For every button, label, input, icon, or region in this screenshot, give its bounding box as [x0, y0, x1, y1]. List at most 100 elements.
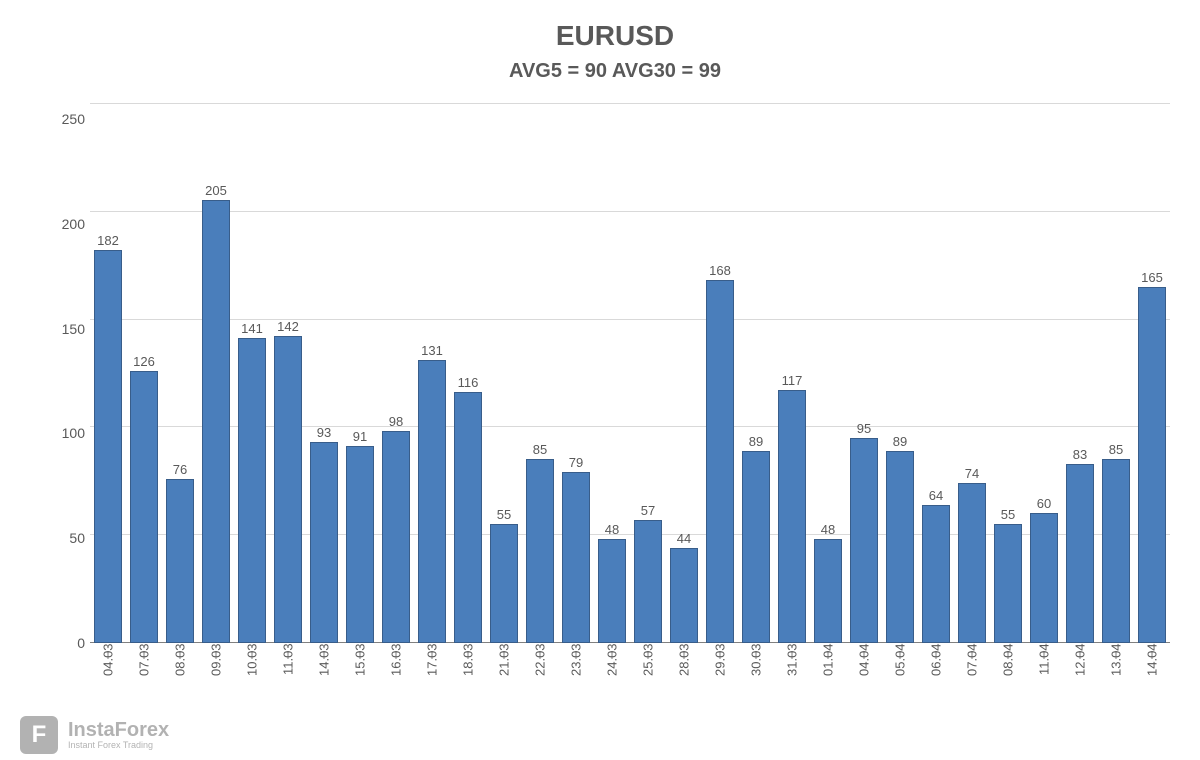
y-tick: 100: [50, 425, 85, 441]
watermark: F InstaForex Instant Forex Trading: [20, 716, 169, 754]
bar: 126: [130, 371, 158, 643]
bar: 116: [454, 392, 482, 643]
x-label: 10.03: [236, 643, 268, 693]
bar: 91: [346, 446, 374, 643]
bar: 165: [1138, 287, 1166, 643]
bar: 131: [418, 360, 446, 643]
x-label: 16.03: [380, 643, 412, 693]
y-tick: 200: [50, 216, 85, 232]
bar-value-label: 79: [569, 455, 583, 470]
bar-wrap: 126: [128, 111, 160, 651]
x-label: 25.03: [632, 643, 664, 693]
bar: 48: [814, 539, 842, 643]
bar: 74: [958, 483, 986, 643]
x-label: 24.03: [596, 643, 628, 693]
bar: 182: [94, 250, 122, 643]
bar-wrap: 93: [308, 111, 340, 651]
watermark-brand: InstaForex: [68, 720, 169, 740]
bar: 48: [598, 539, 626, 643]
bar-value-label: 117: [782, 373, 803, 388]
bar-value-label: 76: [173, 462, 187, 477]
bar-wrap: 55: [992, 111, 1024, 651]
bar-wrap: 205: [200, 111, 232, 651]
watermark-icon-letter: F: [32, 721, 47, 749]
bar-wrap: 44: [668, 111, 700, 651]
bar-value-label: 116: [458, 375, 479, 390]
bar: 168: [706, 280, 734, 643]
x-label: 04.04: [848, 643, 880, 693]
bar: 117: [778, 390, 806, 643]
x-label: 17.03: [416, 643, 448, 693]
bar: 55: [994, 524, 1022, 643]
x-label: 13.04: [1100, 643, 1132, 693]
bar-wrap: 48: [596, 111, 628, 651]
y-tick: 0: [50, 635, 85, 651]
bar-wrap: 74: [956, 111, 988, 651]
bar: 44: [670, 548, 698, 643]
bar-value-label: 44: [677, 531, 691, 546]
x-label: 08.03: [164, 643, 196, 693]
bar: 83: [1066, 464, 1094, 643]
bar-wrap: 168: [704, 111, 736, 651]
bar-value-label: 64: [929, 488, 943, 503]
bars-area: 1821267620514114293919813111655857948574…: [90, 111, 1170, 651]
watermark-icon: F: [20, 716, 58, 754]
chart-subtitle: AVG5 = 90 AVG30 = 99: [60, 60, 1170, 83]
x-label: 07.03: [128, 643, 160, 693]
bar: 76: [166, 479, 194, 643]
x-label: 14.03: [308, 643, 340, 693]
bar-value-label: 74: [965, 466, 979, 481]
chart-title: EURUSD: [60, 20, 1170, 52]
x-label: 15.03: [344, 643, 376, 693]
x-label: 07.04: [956, 643, 988, 693]
bar-wrap: 89: [740, 111, 772, 651]
x-label: 11.03: [272, 643, 304, 693]
bar-value-label: 95: [857, 421, 871, 436]
bar: 98: [382, 431, 410, 643]
x-label: 30.03: [740, 643, 772, 693]
bar: 55: [490, 524, 518, 643]
bar-wrap: 85: [524, 111, 556, 651]
bar-wrap: 55: [488, 111, 520, 651]
bar-wrap: 141: [236, 111, 268, 651]
bar-value-label: 48: [821, 522, 835, 537]
x-label: 11.04: [1028, 643, 1060, 693]
bar-wrap: 117: [776, 111, 808, 651]
bar-value-label: 83: [1073, 447, 1087, 462]
bar-value-label: 91: [353, 429, 367, 444]
bar-value-label: 205: [205, 183, 227, 198]
grid-line: [90, 103, 1170, 104]
bar: 95: [850, 438, 878, 643]
x-label: 14.04: [1136, 643, 1168, 693]
bar-wrap: 95: [848, 111, 880, 651]
x-label: 23.03: [560, 643, 592, 693]
y-tick: 150: [50, 321, 85, 337]
bar-wrap: 89: [884, 111, 916, 651]
y-tick: 250: [50, 111, 85, 127]
bar-value-label: 168: [709, 263, 731, 278]
bar-value-label: 57: [641, 503, 655, 518]
x-label: 31.03: [776, 643, 808, 693]
x-label: 06.04: [920, 643, 952, 693]
bar: 79: [562, 472, 590, 643]
bar: 89: [886, 451, 914, 643]
bar-value-label: 142: [277, 319, 299, 334]
bar-wrap: 182: [92, 111, 124, 651]
bar-value-label: 85: [533, 442, 547, 457]
bar-wrap: 85: [1100, 111, 1132, 651]
bar-wrap: 91: [344, 111, 376, 651]
bar-value-label: 98: [389, 414, 403, 429]
x-label: 09.03: [200, 643, 232, 693]
bar-value-label: 165: [1141, 270, 1163, 285]
bar-wrap: 142: [272, 111, 304, 651]
bar: 142: [274, 336, 302, 643]
bar-value-label: 126: [133, 354, 155, 369]
x-label: 28.03: [668, 643, 700, 693]
bar: 85: [526, 459, 554, 643]
y-tick: 50: [50, 530, 85, 546]
bar: 93: [310, 442, 338, 643]
bar-wrap: 98: [380, 111, 412, 651]
bar-value-label: 89: [893, 434, 907, 449]
bar: 141: [238, 338, 266, 643]
x-label: 12.04: [1064, 643, 1096, 693]
